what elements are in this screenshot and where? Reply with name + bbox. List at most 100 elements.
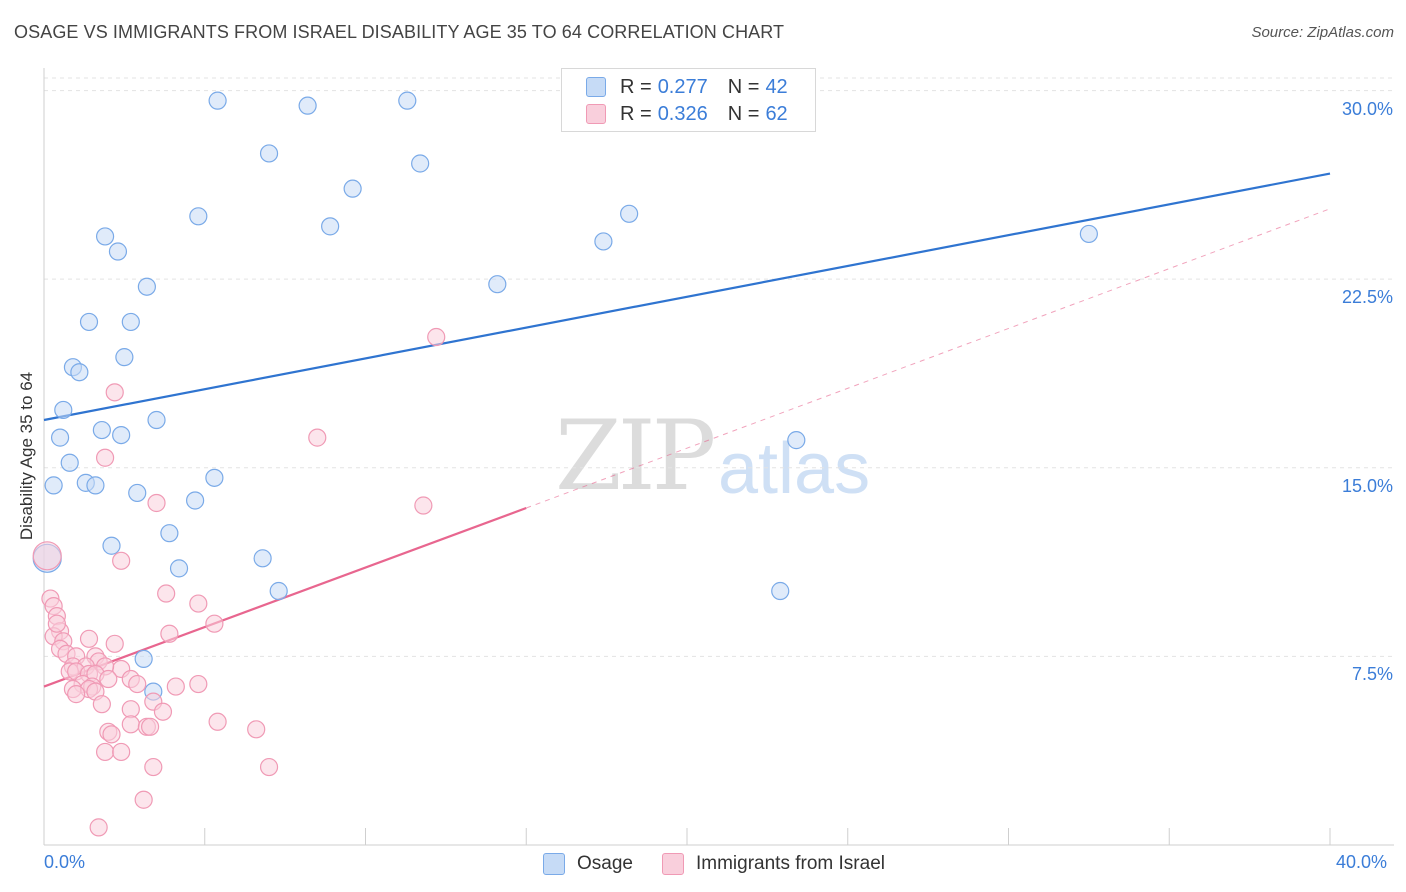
osage-point bbox=[70, 363, 89, 382]
osage-point bbox=[102, 536, 121, 555]
osage-point bbox=[1079, 224, 1098, 244]
osage-point bbox=[189, 207, 208, 226]
bottom-israel-label: Immigrants from Israel bbox=[696, 853, 885, 874]
osage-point bbox=[186, 491, 205, 510]
osage-point bbox=[787, 431, 806, 450]
osage-point bbox=[95, 227, 115, 246]
israel-point bbox=[121, 715, 140, 734]
israel-point bbox=[32, 541, 62, 571]
osage-r-value: 0.277 bbox=[657, 75, 708, 98]
osage-point bbox=[259, 144, 279, 163]
israel-swatch bbox=[586, 104, 606, 124]
chart-title: OSAGE VS IMMIGRANTS FROM ISRAEL DISABILI… bbox=[14, 22, 785, 42]
stats-legend: R = 0.277 N = 42 R = 0.326 N = 62 bbox=[561, 68, 816, 132]
osage-point bbox=[594, 232, 613, 251]
israel-point bbox=[121, 700, 140, 719]
osage-point bbox=[137, 277, 156, 296]
israel-point bbox=[95, 742, 115, 762]
grid-lines bbox=[44, 77, 1394, 657]
osage-point bbox=[208, 91, 227, 110]
israel-point bbox=[189, 674, 208, 694]
osage-point bbox=[488, 275, 507, 294]
osage-point bbox=[54, 400, 73, 420]
osage-point bbox=[411, 154, 430, 173]
israel-point bbox=[128, 674, 147, 694]
osage-point bbox=[169, 559, 189, 578]
israel-point bbox=[79, 629, 99, 648]
israel-point bbox=[140, 717, 160, 736]
bottom-osage-swatch bbox=[543, 853, 565, 875]
israel-point bbox=[89, 818, 108, 837]
israel-point bbox=[105, 383, 124, 402]
osage-point bbox=[321, 217, 340, 236]
israel-point bbox=[189, 594, 208, 613]
osage-point bbox=[92, 420, 111, 440]
bottom-israel-swatch bbox=[662, 853, 684, 875]
israel-point bbox=[92, 695, 111, 714]
osage-point bbox=[60, 453, 79, 472]
israel-point bbox=[144, 757, 163, 777]
israel-point bbox=[112, 742, 131, 762]
israel-point bbox=[308, 428, 327, 447]
israel-point bbox=[67, 685, 86, 704]
osage-point bbox=[44, 476, 63, 495]
osage-swatch bbox=[586, 77, 606, 97]
israel-point bbox=[259, 757, 279, 777]
israel-point bbox=[99, 669, 118, 689]
trend-lines bbox=[43, 172, 1331, 688]
israel-point bbox=[105, 634, 124, 653]
osage-point bbox=[398, 91, 417, 110]
israel-r-label: R = bbox=[620, 102, 652, 125]
osage-point bbox=[343, 179, 362, 198]
israel-point bbox=[427, 327, 446, 347]
y-tick-label: 15.0% bbox=[1341, 475, 1393, 496]
y-axis-label: Disability Age 35 to 64 bbox=[17, 371, 36, 541]
osage-point bbox=[160, 524, 179, 543]
israel-n-label: N = bbox=[727, 102, 760, 125]
osage-point bbox=[134, 649, 153, 669]
israel-n-value: 62 bbox=[765, 102, 788, 125]
trend-line-israel bbox=[526, 208, 1331, 509]
osage-point bbox=[108, 242, 128, 261]
israel-point bbox=[208, 712, 227, 731]
osage-point bbox=[86, 476, 105, 495]
osage-point bbox=[121, 312, 140, 332]
legend-row-osage: R = 0.277 N = 42 bbox=[586, 74, 788, 100]
israel-point bbox=[102, 725, 121, 744]
israel-point bbox=[147, 493, 166, 513]
israel-point bbox=[160, 624, 179, 643]
x-tick-label-max: 40.0% bbox=[1336, 852, 1388, 872]
bottom-osage-label: Osage bbox=[577, 853, 633, 874]
israel-point bbox=[95, 448, 115, 467]
osage-n-label: N = bbox=[727, 75, 760, 98]
osage-point bbox=[205, 468, 224, 487]
osage-point bbox=[50, 428, 70, 447]
x-tick-label-min: 0.0% bbox=[44, 852, 86, 872]
osage-point bbox=[115, 348, 134, 367]
israel-point bbox=[247, 720, 266, 739]
source-label: Source: ZipAtlas.com bbox=[1251, 24, 1394, 41]
osage-r-label: R = bbox=[620, 75, 652, 98]
israel-point bbox=[153, 702, 173, 721]
trend-line-osage bbox=[43, 172, 1331, 422]
axes bbox=[43, 68, 1394, 846]
osage-point bbox=[147, 410, 166, 430]
israel-point bbox=[112, 551, 131, 570]
israel-r-value: 0.326 bbox=[657, 102, 708, 125]
osage-point bbox=[298, 96, 317, 115]
osage-point bbox=[269, 581, 288, 601]
osage-point bbox=[112, 425, 131, 445]
y-tick-label: 30.0% bbox=[1341, 98, 1393, 119]
y-tick-label: 22.5% bbox=[1341, 287, 1393, 308]
israel-point bbox=[205, 614, 224, 633]
osage-point bbox=[253, 549, 272, 568]
osage-point bbox=[620, 204, 639, 223]
israel-point bbox=[157, 584, 176, 603]
israel-point bbox=[47, 614, 66, 633]
israel-point bbox=[166, 677, 185, 696]
israel-point bbox=[414, 496, 433, 515]
data-points bbox=[32, 91, 1098, 837]
bottom-legend-osage: Osage bbox=[543, 851, 633, 877]
bottom-legend-israel: Immigrants from Israel bbox=[662, 851, 885, 877]
